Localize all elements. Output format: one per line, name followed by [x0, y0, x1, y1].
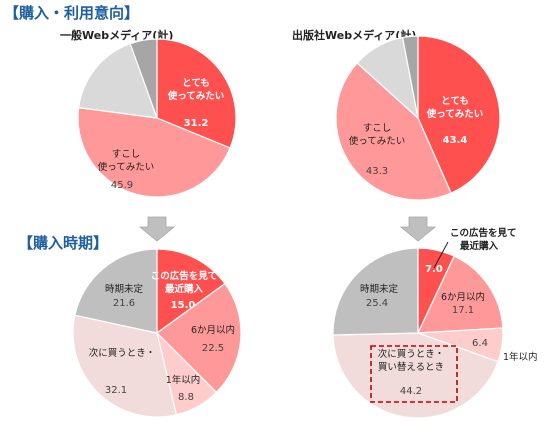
slice-value: 44.2 [400, 386, 422, 397]
chart-title-general: 一般Webメディア(計) [60, 29, 174, 42]
slice-value: 6.4 [472, 338, 488, 349]
section-title-intent: 【購入・利用意向】 [4, 4, 140, 22]
slice-value: 7.0 [425, 264, 443, 275]
pie-chart-timing-general: この広告を見て最近購入 6か月以内 1年以内 次に買うとき・時期未定 [72, 248, 242, 418]
slice-label: すこし使ってみたい [349, 123, 406, 147]
pie-slice [156, 282, 242, 394]
slice-label: とても使ってみたい [167, 78, 225, 102]
slice-label: この広告を見て最近購入 [151, 270, 218, 295]
pie-slice [335, 62, 452, 201]
leader-line [433, 241, 449, 269]
slice-label: 時期未定 [360, 283, 399, 295]
slice-label: とても使ってみたい [426, 96, 484, 120]
slice-value: 43.3 [366, 166, 388, 177]
slice-value: 43.4 [443, 135, 468, 146]
pie-chart-timing-publisher: この広告を見て最近購入 6か月以内 1年以内 次に買うとき・買い替えるとき 時期未定 [332, 227, 538, 419]
pie-slice [74, 248, 158, 334]
down-arrow-icon [138, 216, 176, 242]
section-title-timing: 【購入時期】 [18, 234, 109, 252]
slice-label-external: 1年以内 [503, 351, 538, 363]
slice-label: 6か月以内 [191, 324, 235, 336]
slice-value: 31.2 [184, 118, 209, 129]
pie-slice [78, 42, 158, 119]
slice-label: 次に買うとき・買い替えるとき [378, 348, 445, 373]
slice-value: 17.1 [452, 305, 474, 316]
slice-value: 32.1 [105, 385, 127, 396]
pie-slice [417, 35, 501, 194]
slice-value: 8.8 [178, 392, 194, 403]
slice-label: 次に買うとき・ [89, 347, 156, 359]
chart-title-publisher: 出版社Webメディア(計) [292, 29, 417, 42]
pie-slice [77, 106, 231, 198]
slice-label: 時期未定 [105, 283, 144, 295]
slice-value: 22.5 [202, 343, 224, 354]
highlight-box [370, 345, 458, 403]
pie-slice [417, 255, 504, 334]
down-arrow-icon [399, 216, 437, 242]
slice-label: 1年以内 [166, 374, 201, 386]
slice-label-external: この広告を見て最近購入 [450, 227, 517, 252]
pie-slice [401, 35, 419, 119]
slice-value: 15.0 [171, 300, 196, 311]
slice-label: すこし使ってみたい [98, 149, 155, 173]
pie-slice [156, 248, 226, 335]
pie-slice [129, 38, 158, 119]
slice-value: 25.4 [366, 298, 388, 309]
pie-slice [332, 247, 419, 336]
pie-slice [156, 38, 237, 149]
slice-label: 6か月以内 [441, 291, 485, 303]
slice-value: 21.6 [113, 298, 135, 309]
slice-value: 45.9 [111, 180, 133, 191]
pie-slice [72, 314, 178, 418]
